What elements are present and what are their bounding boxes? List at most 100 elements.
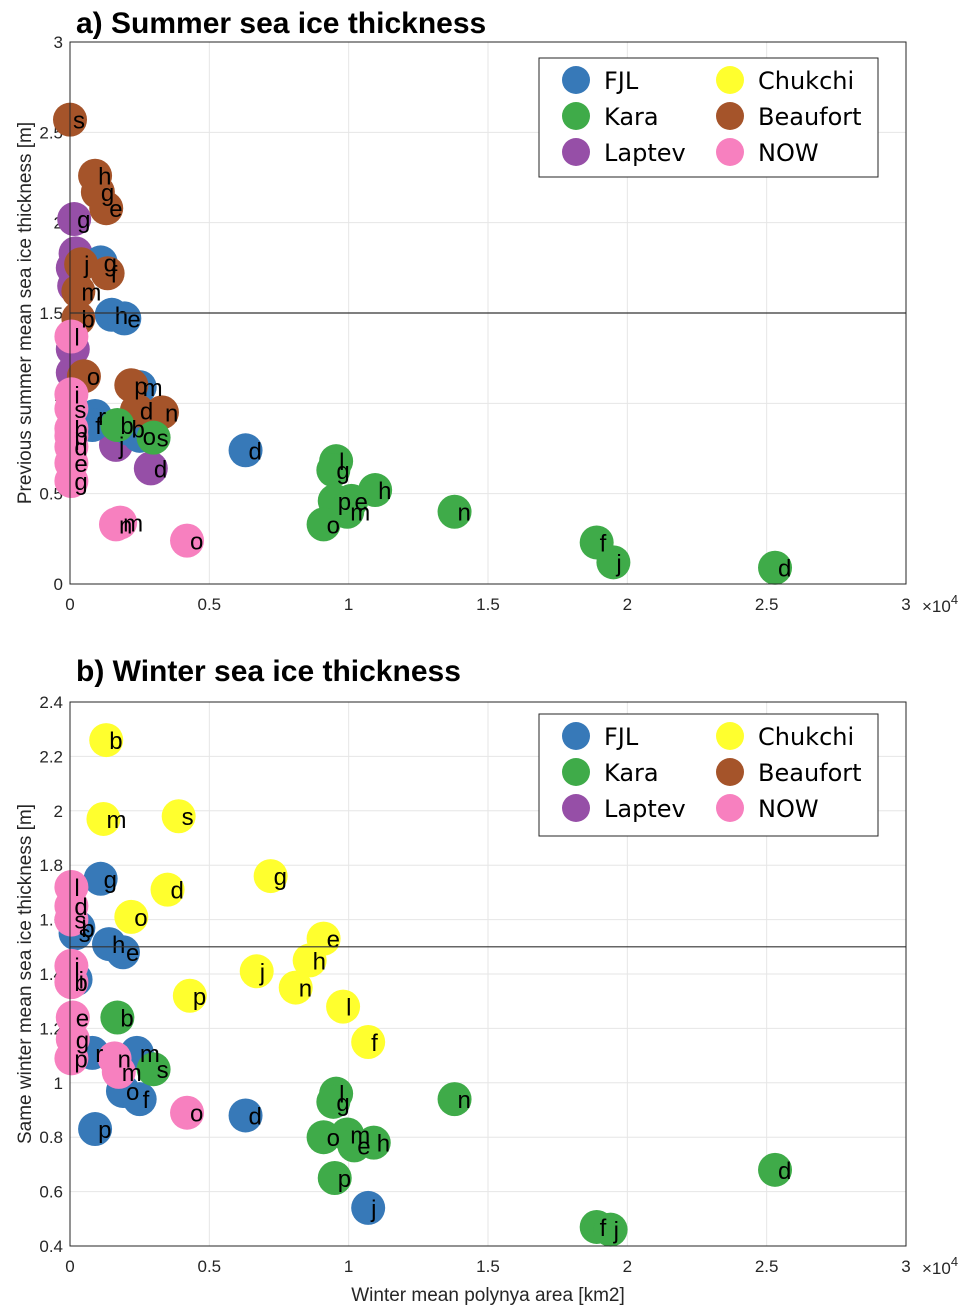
data-point-label: m <box>106 807 126 834</box>
data-point-label: h <box>377 1131 390 1158</box>
data-point-label: g <box>104 867 117 894</box>
data-point-label: i <box>74 382 79 409</box>
data-point-label: s <box>157 1057 169 1084</box>
data-point-now <box>103 505 138 540</box>
legend-label: Laptev <box>604 139 686 167</box>
data-point-label: g <box>104 250 117 277</box>
y-tick-label: 1 <box>54 1074 63 1093</box>
data-point-label: d <box>140 399 153 426</box>
x-tick-label: 0.5 <box>198 1257 222 1276</box>
data-point-label: g <box>336 1090 349 1117</box>
legend-marker <box>716 102 744 130</box>
legend: FJL Chukchi Kara Beaufort Laptev NOW <box>538 713 879 837</box>
data-point-label: s <box>157 426 169 453</box>
data-point-chukchi <box>253 859 288 894</box>
data-point-kara <box>596 545 631 580</box>
y-tick-label: 0.6 <box>39 1183 63 1202</box>
x-tick-label: 0.5 <box>198 595 222 614</box>
y-tick-label: 2.2 <box>39 747 63 766</box>
x-exponent-base: ×10 <box>922 597 951 616</box>
axes-box <box>69 41 907 585</box>
legend-marker <box>716 794 744 822</box>
data-point-label: g <box>74 469 87 496</box>
data-point-label: l <box>346 995 351 1022</box>
data-point-label: j <box>615 550 621 577</box>
legend-label: Kara <box>604 103 659 131</box>
data-point-label: l <box>339 1082 344 1109</box>
data-point-chukchi <box>161 799 196 834</box>
legend-label: Laptev <box>604 795 686 823</box>
data-point-kara <box>306 507 341 542</box>
data-point-chukchi <box>351 1025 386 1059</box>
legend-label: Beaufort <box>758 103 862 131</box>
data-point-label: s <box>73 108 85 135</box>
data-point-label: e <box>327 927 340 954</box>
data-point-label: n <box>165 400 178 427</box>
data-point-label: s <box>74 908 86 935</box>
data-point-label: r <box>98 404 106 431</box>
x-tick-label: 0 <box>65 595 74 614</box>
data-point-label: h <box>378 478 391 505</box>
x-exponent-power: 4 <box>951 592 958 607</box>
data-point-label: l <box>339 449 344 476</box>
y-axis-label: Previous summer mean sea ice thickness [… <box>15 122 36 504</box>
data-point-label: n <box>458 500 471 527</box>
data-point-chukchi <box>172 978 207 1013</box>
data-point-label: j <box>613 1218 619 1245</box>
y-tick-label: 1.5 <box>39 304 63 323</box>
legend-marker <box>562 102 590 130</box>
data-point-kara <box>316 453 351 488</box>
data-point-label: b <box>74 970 87 997</box>
data-point-label: n <box>458 1087 471 1114</box>
data-point-kara <box>316 1084 351 1119</box>
data-point-fjl <box>228 433 263 468</box>
data-point-chukchi <box>89 723 124 758</box>
data-point-kara <box>100 408 135 443</box>
x-tick-label: 2 <box>623 1257 632 1276</box>
data-point-label: r <box>95 1041 103 1068</box>
data-point-fjl <box>351 1190 386 1225</box>
panel-b-winter-thickness: b) Winter sea ice thickness Same winter … <box>15 655 958 1306</box>
legend-marker <box>716 138 744 166</box>
data-point-label: g <box>101 180 114 207</box>
data-point-label: m <box>140 1041 160 1068</box>
data-point-label: d <box>171 878 184 905</box>
data-point-label: g <box>76 1027 89 1054</box>
data-point-label: m <box>350 500 370 527</box>
legend-label: FJL <box>604 723 639 751</box>
x-tick-label: 0 <box>65 1257 74 1276</box>
y-tick-label: 2 <box>54 802 63 821</box>
data-point-label: f <box>371 1030 378 1057</box>
data-point-label: l <box>74 875 79 902</box>
legend: FJL Chukchi Kara Beaufort Laptev NOW <box>538 57 879 178</box>
x-tick-label: 3 <box>901 1257 910 1276</box>
data-point-fjl <box>105 935 140 970</box>
chart-title: a) Summer sea ice thickness <box>76 7 486 40</box>
data-point-label: e <box>109 196 122 223</box>
data-point-label: s <box>79 921 91 948</box>
data-point-label: l <box>74 324 79 351</box>
data-point-label: e <box>126 940 139 967</box>
data-point-kara <box>758 1152 793 1187</box>
legend-box <box>538 713 879 837</box>
axes-box <box>69 701 907 1247</box>
data-point-label: o <box>134 905 147 932</box>
data-point-fjl <box>122 1082 157 1117</box>
data-point-chukchi <box>86 801 121 836</box>
data-point-label: d <box>778 1158 791 1185</box>
legend-marker <box>562 66 590 94</box>
data-point-now <box>170 1095 205 1130</box>
legend-label: Kara <box>604 759 659 787</box>
data-point-label: j <box>118 433 124 460</box>
data-point-label: n <box>119 512 132 539</box>
legend-label: Chukchi <box>758 723 854 751</box>
data-point-label: g <box>336 458 349 485</box>
data-point-now <box>170 523 205 558</box>
data-point-label: j <box>83 252 89 279</box>
data-point-label: o <box>327 1125 340 1152</box>
panel-a-summer-thickness: a) Summer sea ice thickness Previous sum… <box>15 7 958 616</box>
data-point-chukchi <box>150 872 185 907</box>
